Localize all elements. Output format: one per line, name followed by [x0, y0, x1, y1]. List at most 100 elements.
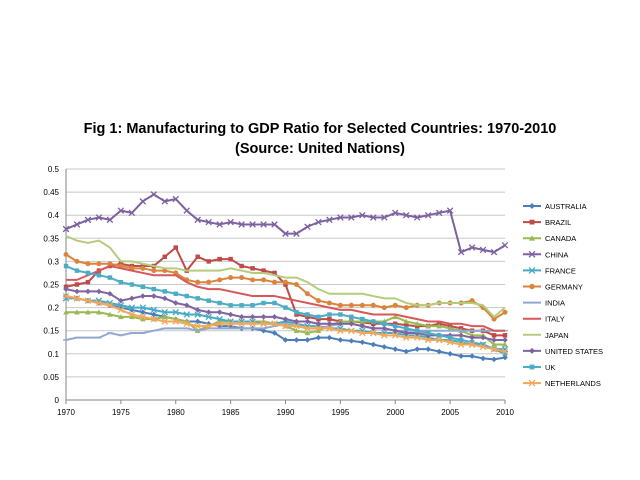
data-point [238, 314, 245, 320]
data-point [74, 258, 80, 264]
data-point [348, 302, 354, 308]
data-point [370, 302, 376, 308]
data-point [435, 336, 443, 344]
data-point [260, 221, 267, 228]
data-point [195, 254, 200, 260]
data-point [305, 312, 310, 317]
data-point [501, 241, 509, 249]
data-point [128, 209, 136, 217]
data-point [96, 288, 102, 295]
data-point [502, 333, 508, 338]
y-tick-label: 0.1 [48, 350, 60, 359]
data-point [315, 327, 322, 333]
data-point [63, 251, 69, 257]
data-point [326, 320, 333, 327]
data-point [502, 309, 508, 315]
data-point [74, 282, 80, 287]
data-point [129, 314, 135, 320]
data-point [348, 338, 355, 344]
legend-marker [529, 347, 535, 354]
data-point [359, 339, 366, 346]
series-line [65, 235, 506, 318]
data-point [62, 225, 70, 233]
data-point [370, 329, 377, 337]
data-point [305, 314, 310, 320]
data-point [95, 299, 103, 307]
data-point [424, 211, 432, 219]
y-tick-label: 0.3 [48, 257, 60, 266]
data-point [326, 325, 333, 332]
legend-item: FRANCE [523, 266, 576, 275]
data-point [381, 214, 388, 221]
legend-marker [529, 235, 535, 241]
legend-label: CANADA [545, 234, 576, 243]
data-point [337, 320, 344, 327]
data-point [239, 275, 245, 281]
data-point [327, 316, 332, 322]
data-point [228, 303, 233, 308]
chart-subtitle: (Source: United Nations) [235, 141, 405, 157]
data-point [63, 286, 69, 292]
data-point [63, 309, 69, 315]
data-point [261, 300, 266, 306]
data-point [403, 318, 410, 324]
data-point [250, 266, 255, 271]
data-point [469, 298, 475, 304]
data-point [480, 342, 486, 347]
x-tick-label: 2000 [386, 408, 404, 417]
data-point [392, 327, 399, 334]
data-point [457, 248, 465, 256]
data-point [96, 273, 102, 278]
data-point [403, 326, 409, 331]
data-point [315, 334, 322, 341]
data-point [151, 268, 157, 274]
data-point [490, 345, 498, 353]
data-point [205, 322, 212, 330]
data-point [272, 279, 278, 285]
data-point [370, 341, 377, 348]
data-point [118, 297, 124, 304]
legend-item: INDIA [523, 299, 565, 308]
legend-marker [528, 266, 536, 274]
data-point [282, 337, 289, 343]
data-point [469, 353, 475, 359]
data-point [469, 340, 475, 345]
legend: AUSTRALIA BRAZIL CANADA CHINA FRANCE GERMANY I… [523, 202, 603, 388]
data-point [139, 313, 147, 321]
legend-item: GERMANY [523, 283, 583, 292]
data-point [425, 346, 431, 352]
data-point [239, 303, 244, 308]
data-point [326, 334, 333, 341]
data-point [84, 216, 92, 224]
data-point [85, 279, 91, 285]
series-netherlands [62, 292, 509, 355]
data-point [206, 279, 212, 285]
data-point [161, 314, 168, 320]
y-tick-label: 0.45 [43, 188, 59, 197]
data-point [338, 312, 343, 317]
data-point [129, 307, 135, 313]
data-point [348, 327, 355, 334]
data-point [403, 305, 409, 311]
data-point [413, 214, 421, 221]
data-point [261, 277, 267, 283]
data-point [458, 337, 464, 343]
legend-marker [529, 219, 535, 225]
legend-label: INDIA [545, 299, 565, 308]
data-point [238, 320, 245, 328]
data-point [294, 309, 299, 315]
data-point [162, 268, 168, 274]
data-point [216, 309, 223, 316]
data-point [151, 293, 157, 299]
data-point [490, 248, 498, 256]
data-point [107, 275, 113, 280]
data-point [216, 221, 223, 228]
data-point [183, 207, 190, 214]
data-point [501, 348, 509, 355]
data-point [370, 214, 377, 221]
data-point [238, 221, 245, 228]
data-point [205, 313, 212, 321]
data-point [359, 211, 366, 219]
y-tick-label: 0.35 [43, 234, 59, 243]
